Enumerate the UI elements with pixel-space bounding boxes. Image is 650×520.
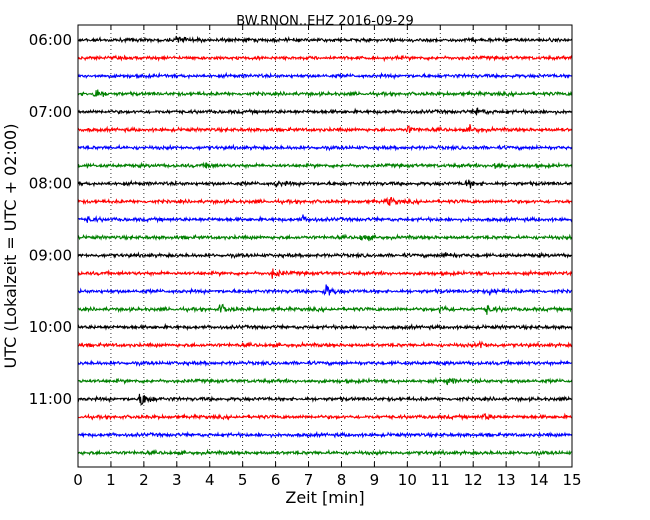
plot-frame <box>77 24 573 468</box>
y-axis: 06:00 07:00 08:00 09:00 10:00 11:00 <box>29 31 572 408</box>
trace-0915 <box>77 268 573 279</box>
x-tick-label: 9 <box>370 471 380 489</box>
trace-0930 <box>77 284 573 296</box>
x-tick-label: 13 <box>497 471 516 489</box>
x-tick-label: 8 <box>337 471 347 489</box>
y-axis-label: UTC (Lokalzeit = UTC + 02:00) <box>1 124 20 369</box>
trace-0600 <box>77 35 573 45</box>
trace-group <box>77 35 573 457</box>
x-tick-label: 5 <box>238 471 248 489</box>
x-tick-label: 1 <box>106 471 116 489</box>
x-axis: 0 1 2 3 4 5 6 7 8 9 10 11 12 13 14 15 <box>73 25 582 489</box>
trace-0645 <box>77 89 573 98</box>
trace-1030 <box>77 359 573 367</box>
y-tick-label: 11:00 <box>29 390 72 408</box>
trace-0715 <box>77 124 573 135</box>
trace-0945 <box>77 303 573 315</box>
trace-0615 <box>77 54 573 63</box>
y-tick-label: 10:00 <box>29 318 72 336</box>
x-tick-label: 6 <box>271 471 281 489</box>
y-tick-label: 09:00 <box>29 246 72 264</box>
trace-1145 <box>77 448 573 457</box>
x-tick-label: 4 <box>205 471 215 489</box>
trace-0730 <box>77 143 573 152</box>
chart-title: BW.RNON..EHZ 2016-09-29 <box>236 14 414 29</box>
x-tick-label: 15 <box>562 471 581 489</box>
trace-1000 <box>77 322 573 331</box>
trace-0700 <box>77 107 573 116</box>
x-tick-label: 10 <box>398 471 417 489</box>
y-tick-label: 07:00 <box>29 103 72 121</box>
x-tick-label: 0 <box>73 471 83 489</box>
x-tick-label: 3 <box>172 471 182 489</box>
x-tick-label: 7 <box>304 471 314 489</box>
trace-0900 <box>77 251 573 260</box>
x-tick-label: 11 <box>431 471 450 489</box>
y-tick-label: 06:00 <box>29 31 72 49</box>
trace-1045 <box>77 376 573 386</box>
trace-0630 <box>77 71 573 81</box>
trace-1015 <box>77 340 573 349</box>
trace-1130 <box>77 430 573 439</box>
x-axis-label: Zeit [min] <box>285 488 364 507</box>
x-tick-label: 2 <box>139 471 149 489</box>
x-tick-label: 14 <box>530 471 549 489</box>
trace-0815 <box>77 196 573 206</box>
trace-0800 <box>77 179 573 189</box>
x-tick-label: 12 <box>464 471 483 489</box>
trace-0745 <box>77 161 573 170</box>
trace-1115 <box>77 412 573 421</box>
y-tick-label: 08:00 <box>29 175 72 193</box>
trace-1100 <box>77 393 573 407</box>
trace-0830 <box>77 214 573 224</box>
grid-lines <box>110 25 540 467</box>
trace-0845 <box>77 233 573 242</box>
